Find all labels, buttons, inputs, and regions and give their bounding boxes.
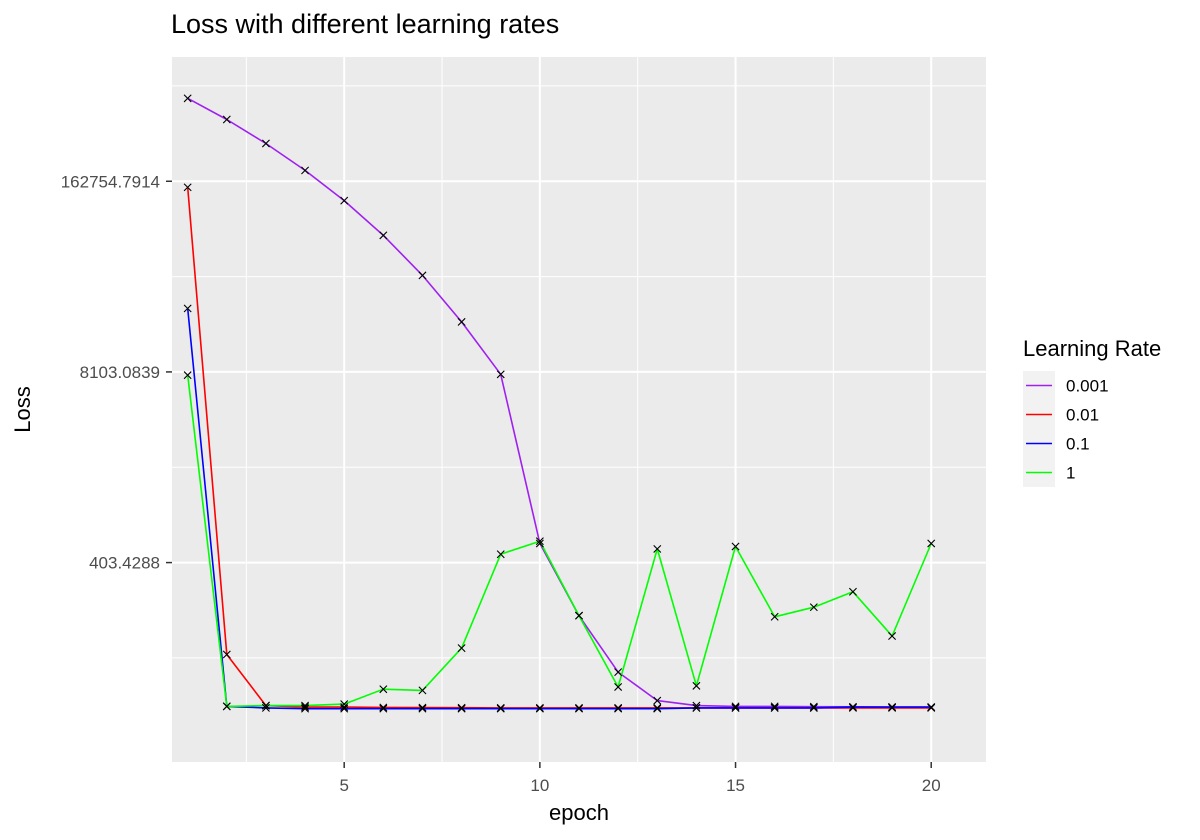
plot-panel [172, 57, 986, 762]
data-point [222, 702, 231, 711]
data-point [261, 139, 270, 148]
data-point [575, 704, 583, 713]
data-point [496, 704, 505, 713]
y-tick-label: 162754.7914 [61, 172, 160, 191]
data-point [261, 701, 270, 710]
y-axis: 403.4288 8103.0839 162754.7914 [61, 172, 172, 573]
data-point [614, 704, 623, 713]
data-point [301, 701, 310, 710]
data-point [340, 703, 349, 712]
data-point [614, 703, 623, 712]
data-point [770, 612, 779, 621]
data-point [457, 317, 466, 326]
data-point [731, 703, 740, 712]
data-point [222, 115, 231, 124]
grid-major [172, 57, 986, 762]
data-point [653, 544, 662, 553]
data-point [418, 704, 427, 713]
data-point [379, 231, 388, 240]
data-point [809, 702, 818, 711]
data-point [457, 644, 466, 653]
legend-label-0.001: 0.001 [1066, 377, 1109, 396]
legend: Learning Rate 0.001 0.01 0.1 1 [1023, 336, 1161, 487]
data-point [653, 696, 662, 705]
data-point [575, 703, 583, 712]
legend-label-1: 1 [1066, 464, 1075, 483]
data-point [535, 703, 544, 712]
data-point [301, 704, 310, 713]
series-lines [186, 97, 932, 710]
y-axis-title: Loss [10, 386, 35, 432]
x-axis: 5 10 15 20 [339, 762, 941, 795]
legend-items: 0.001 0.01 0.1 1 [1023, 371, 1109, 487]
data-point [379, 703, 388, 712]
data-point [653, 703, 662, 712]
x-tick-label: 5 [339, 776, 348, 795]
data-point [692, 703, 701, 712]
data-point [927, 703, 936, 712]
x-tick-label: 10 [530, 776, 549, 795]
data-point [848, 703, 857, 712]
legend-title: Learning Rate [1023, 336, 1161, 361]
data-point [496, 703, 505, 712]
x-tick-label: 20 [922, 776, 941, 795]
data-point [261, 703, 270, 712]
data-point [653, 704, 662, 713]
data-point [496, 370, 505, 379]
data-point [888, 703, 897, 712]
data-point [575, 611, 583, 620]
data-point [183, 183, 192, 192]
legend-label-0.1: 0.1 [1066, 435, 1090, 454]
series-line-1 [186, 375, 932, 708]
chart-title: Loss with different learning rates [171, 9, 559, 39]
data-point [222, 650, 231, 659]
data-point [692, 701, 701, 710]
data-point [379, 685, 388, 694]
y-tick-label: 403.4288 [89, 554, 160, 573]
y-tick-label: 8103.0839 [80, 363, 160, 382]
grid-minor [172, 57, 986, 762]
data-point [301, 166, 310, 175]
data-point [340, 196, 349, 205]
data-point [848, 587, 857, 596]
data-point [614, 682, 623, 691]
data-point [888, 632, 897, 641]
series-line-0.1 [186, 308, 932, 710]
x-tick-label: 15 [726, 776, 745, 795]
data-point [183, 371, 192, 380]
x-axis-title: epoch [549, 800, 609, 825]
data-point [535, 704, 544, 713]
data-point [418, 686, 427, 695]
data-point [496, 550, 505, 559]
data-point [770, 703, 779, 712]
data-point [535, 539, 544, 548]
data-point [301, 703, 310, 712]
data-point [183, 304, 192, 313]
data-point [535, 537, 544, 546]
data-point [731, 702, 740, 711]
data-point [418, 271, 427, 280]
data-point [457, 704, 466, 713]
data-point [692, 681, 701, 690]
data-point [809, 603, 818, 612]
data-point [614, 668, 623, 677]
legend-label-0.01: 0.01 [1066, 406, 1099, 425]
data-point [809, 703, 818, 712]
data-point [418, 703, 427, 712]
data-point [927, 539, 936, 548]
data-point [379, 704, 388, 713]
data-point [183, 94, 192, 103]
data-point [457, 703, 466, 712]
data-point [731, 542, 740, 551]
data-point [340, 700, 349, 709]
data-point [770, 702, 779, 711]
data-markers [183, 94, 936, 713]
